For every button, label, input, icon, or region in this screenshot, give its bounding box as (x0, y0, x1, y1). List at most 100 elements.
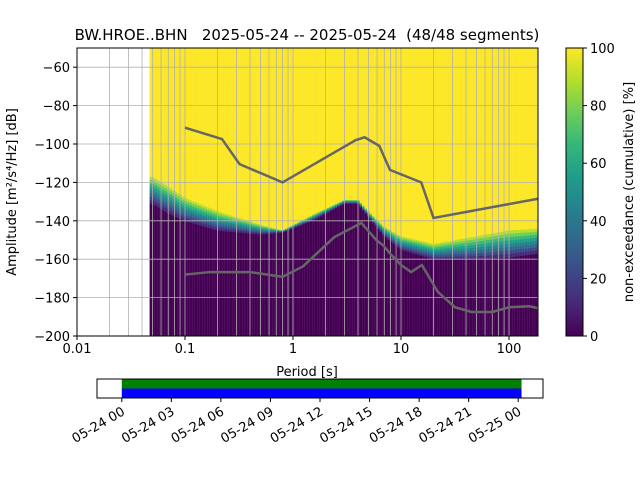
heatmap-cell-transition (252, 228, 255, 230)
heatmap-cell-0pct (319, 216, 323, 336)
heatmap-cell-0pct (152, 204, 155, 336)
heatmap-cell-transition (312, 214, 315, 216)
heatmap-cell-transition (472, 242, 475, 246)
heatmap-cell-transition (312, 215, 315, 217)
heatmap-cell-transition (527, 251, 530, 256)
heatmap-cell-transition (377, 223, 380, 226)
heatmap-cell-100pct (322, 48, 325, 210)
heatmap-cell-transition (232, 229, 235, 233)
heatmap-cell-transition (404, 237, 408, 240)
heatmap-cell-transition (457, 241, 460, 245)
heatmap-cell-transition (447, 243, 450, 246)
heatmap-cell-0pct (517, 256, 520, 336)
heatmap-cell-transition (179, 200, 183, 205)
heatmap-cell-transition (384, 227, 388, 230)
heatmap-cell-transition (299, 220, 303, 222)
heatmap-cell-transition (314, 213, 318, 215)
heatmap-cell-100pct (254, 48, 258, 224)
heatmap-cell-transition (332, 207, 335, 209)
heatmap-cell-100pct (262, 48, 265, 226)
heatmap-cell-100pct (334, 48, 338, 204)
heatmap-cell-transition (409, 243, 413, 246)
heatmap-cell-transition (289, 227, 293, 229)
heatmap-cell-transition (419, 240, 423, 243)
heatmap-cell-transition (267, 228, 270, 230)
heatmap-cell-transition (509, 240, 513, 244)
heatmap-cell-0pct (289, 229, 293, 336)
heatmap-cell-100pct (169, 48, 173, 189)
heatmap-cell-0pct (349, 203, 353, 336)
heatmap-cell-transition (257, 227, 260, 230)
heatmap-cell-transition (527, 235, 530, 240)
heatmap-cell-0pct (327, 212, 330, 336)
heatmap-cell-transition (197, 216, 200, 220)
heatmap-cell-transition (532, 241, 535, 245)
heatmap-cell-transition (392, 231, 395, 234)
heatmap-cell-100pct (412, 48, 415, 240)
heatmap-cell-transition (149, 193, 153, 198)
heatmap-cell-transition (417, 245, 420, 248)
heatmap-cell-transition (419, 251, 423, 254)
heatmap-cell-transition (482, 252, 485, 257)
heatmap-cell-transition (387, 230, 390, 232)
heatmap-cell-0pct (239, 232, 243, 336)
heatmap-cell-transition (484, 252, 488, 256)
heatmap-cell-transition (362, 209, 365, 211)
heatmap-cell-transition (347, 202, 350, 204)
y-tick-label: −100 (34, 138, 70, 153)
heatmap-cell-transition (534, 244, 538, 248)
heatmap-cell-transition (257, 226, 260, 229)
heatmap-cell-100pct (182, 48, 185, 197)
heatmap-cell-transition (209, 210, 213, 214)
heatmap-cell-transition (479, 255, 483, 260)
heatmap-cell-100pct (299, 48, 303, 221)
heatmap-cell-0pct (412, 253, 415, 336)
heatmap-cell-transition (219, 226, 223, 229)
heatmap-cell-transition (359, 206, 363, 207)
heatmap-cell-transition (192, 201, 195, 205)
heatmap-cell-transition (499, 251, 503, 255)
heatmap-cell-transition (214, 217, 218, 221)
heatmap-cell-transition (502, 234, 505, 239)
heatmap-cell-transition (377, 225, 380, 228)
heatmap-cell-transition (392, 239, 395, 241)
heatmap-cell-transition (494, 245, 498, 249)
heatmap-cell-0pct (364, 213, 368, 336)
heatmap-cell-transition (402, 243, 405, 246)
heatmap-cell-transition (354, 200, 358, 202)
heatmap-cell-transition (192, 217, 195, 221)
heatmap-cell-transition (447, 250, 450, 253)
heatmap-cell-transition (419, 248, 423, 251)
heatmap-cell-0pct (237, 232, 240, 336)
heatmap-cell-transition (362, 207, 365, 209)
heatmap-cell-transition (402, 245, 405, 248)
heatmap-cell-transition (337, 205, 340, 207)
heatmap-cell-transition (384, 231, 388, 233)
heatmap-cell-transition (384, 236, 388, 238)
heatmap-cell-transition (457, 254, 460, 258)
heatmap-cell-transition (364, 212, 368, 214)
heatmap-cell-100pct (407, 48, 410, 238)
heatmap-cell-0pct (359, 207, 363, 336)
heatmap-cell-transition (244, 231, 248, 234)
heatmap-cell-transition (247, 231, 250, 234)
heatmap-cell-transition (337, 203, 340, 205)
heatmap-cell-transition (514, 229, 518, 234)
heatmap-cell-transition (239, 225, 243, 228)
chart-title: BW.HROE..BHN 2025-05-24 -- 2025-05-24 (4… (75, 26, 540, 44)
heatmap-cell-transition (512, 236, 515, 241)
heatmap-cell-transition (477, 235, 480, 240)
heatmap-cell-transition (212, 214, 215, 218)
heatmap-cell-transition (329, 210, 333, 212)
heatmap-cell-0pct (379, 231, 383, 336)
heatmap-cell-transition (467, 256, 470, 260)
heatmap-cell-transition (154, 182, 158, 186)
heatmap-cell-transition (327, 208, 330, 210)
heatmap-cell-transition (312, 217, 315, 219)
heatmap-cell-transition (209, 213, 213, 217)
heatmap-cell-0pct (229, 231, 233, 336)
heatmap-cell-transition (299, 223, 303, 224)
heatmap-cell-transition (494, 235, 498, 240)
heatmap-cell-transition (524, 229, 528, 233)
heatmap-cell-transition (194, 218, 198, 222)
